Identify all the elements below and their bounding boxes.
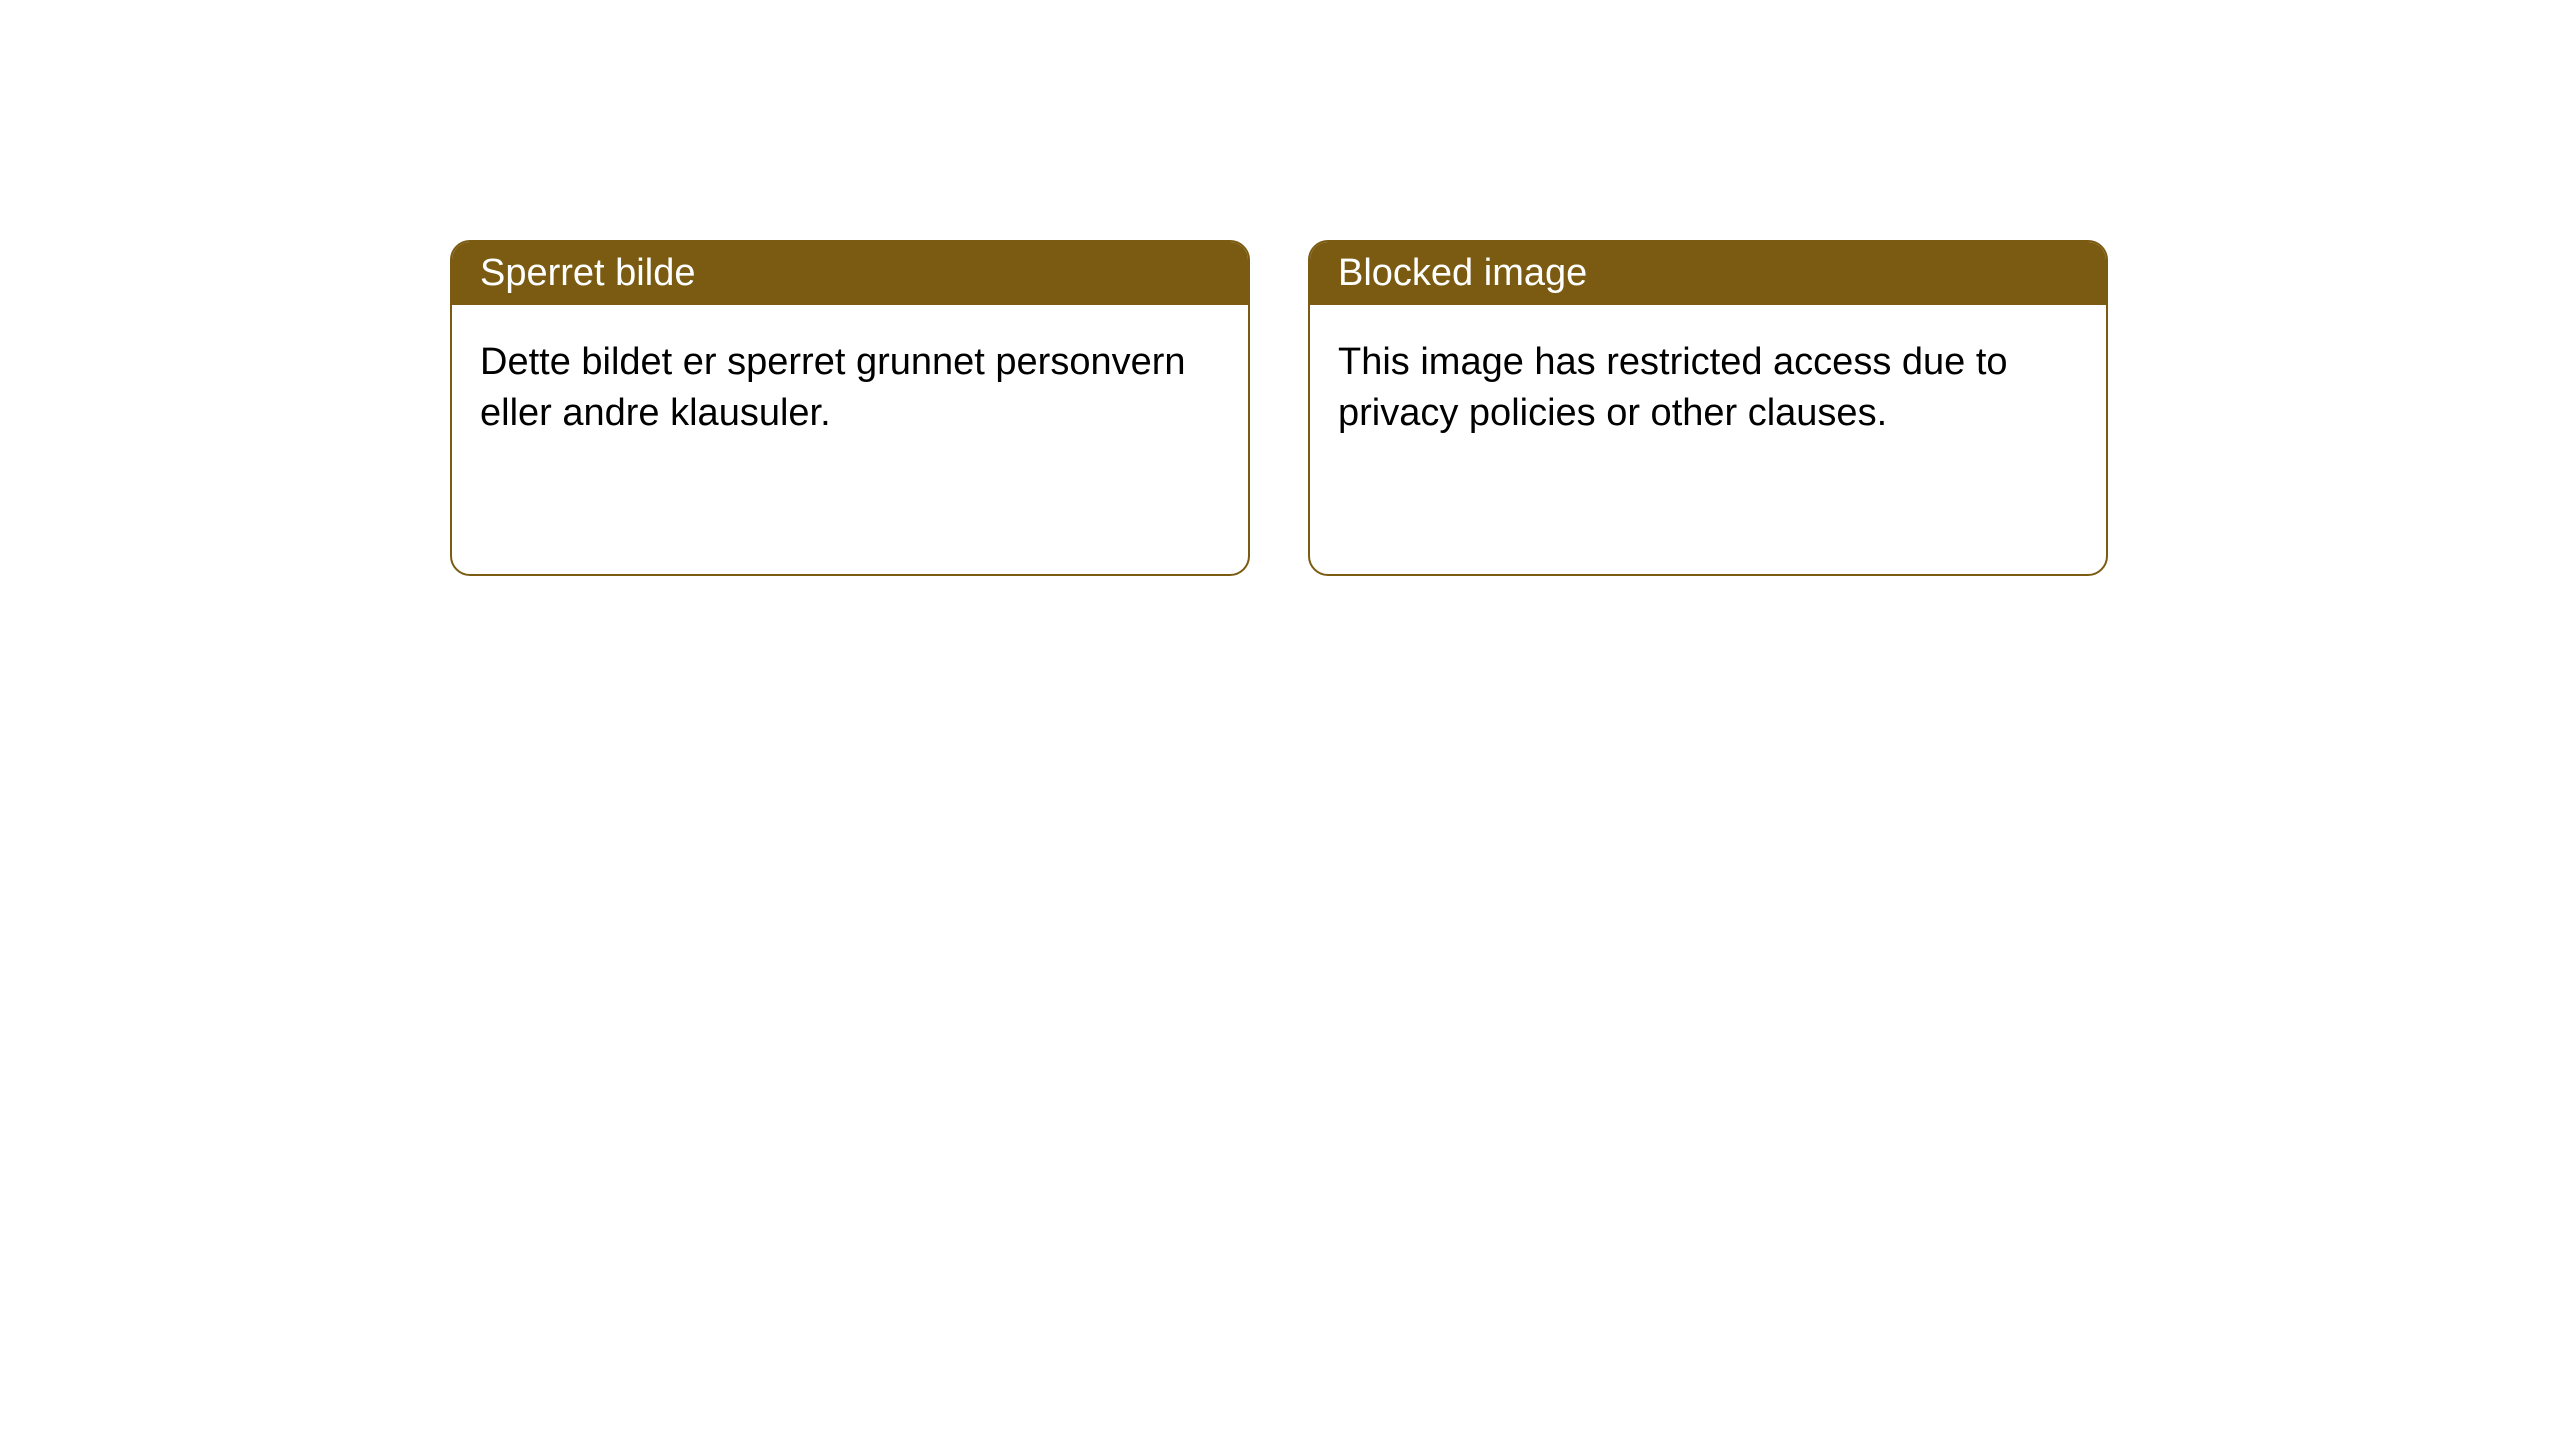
notice-card-english: Blocked image This image has restricted … (1308, 240, 2108, 576)
notice-card-norwegian: Sperret bilde Dette bildet er sperret gr… (450, 240, 1250, 576)
notice-title: Blocked image (1338, 252, 1587, 294)
notice-container: Sperret bilde Dette bildet er sperret gr… (450, 240, 2108, 576)
notice-title: Sperret bilde (480, 252, 695, 294)
notice-body-text: This image has restricted access due to … (1338, 341, 2008, 434)
notice-card-body: Dette bildet er sperret grunnet personve… (452, 305, 1248, 472)
notice-body-text: Dette bildet er sperret grunnet personve… (480, 341, 1186, 434)
notice-card-header: Sperret bilde (452, 242, 1248, 305)
notice-card-body: This image has restricted access due to … (1310, 305, 2106, 472)
notice-card-header: Blocked image (1310, 242, 2106, 305)
